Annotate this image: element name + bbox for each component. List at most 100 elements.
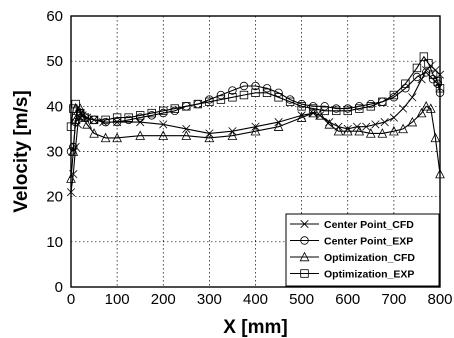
x-tick-label: 600 xyxy=(335,291,360,308)
data-point xyxy=(204,132,215,143)
x-tick-label: 500 xyxy=(289,291,314,308)
tick-labels: 0 100 200 300 400 500 600 700 800 0 10 20 30 40 50 60 xyxy=(46,8,452,308)
data-point xyxy=(425,103,436,113)
data-point xyxy=(412,63,422,73)
data-point xyxy=(135,130,146,140)
data-point xyxy=(297,102,306,111)
data-point xyxy=(112,113,122,122)
data-point xyxy=(216,90,226,100)
data-point xyxy=(262,88,272,97)
data-point xyxy=(424,59,433,68)
data-point xyxy=(285,97,295,107)
data-point xyxy=(89,128,99,138)
legend-marker xyxy=(299,251,310,262)
y-tick-label: 10 xyxy=(46,234,63,251)
data-point xyxy=(80,113,90,122)
data-point xyxy=(398,123,408,134)
data-point xyxy=(159,106,168,116)
data-point xyxy=(408,93,417,102)
data-point xyxy=(342,125,353,136)
data-point xyxy=(73,105,83,116)
data-point xyxy=(421,101,432,111)
data-point xyxy=(362,122,371,131)
data-point xyxy=(380,118,389,127)
data-point xyxy=(355,104,364,113)
legend-marker xyxy=(300,269,309,278)
data-point xyxy=(320,102,329,111)
data-point xyxy=(239,90,249,100)
data-point xyxy=(228,86,237,95)
data-point xyxy=(228,93,237,102)
data-point xyxy=(262,84,272,93)
data-point xyxy=(76,108,85,118)
data-point xyxy=(401,79,410,88)
y-axis-title: Velocity [m/s] xyxy=(11,90,32,213)
data-point xyxy=(250,125,261,136)
series-line xyxy=(70,71,441,152)
data-point xyxy=(205,97,214,107)
data-point xyxy=(136,118,145,127)
data-point xyxy=(308,104,318,113)
x-tick-label: 400 xyxy=(243,291,268,308)
data-point xyxy=(428,70,438,79)
data-point xyxy=(82,119,92,129)
x-tick-label: 200 xyxy=(151,291,176,308)
legend-item: Center Point_CFD xyxy=(290,219,414,231)
legend-marker xyxy=(300,219,309,229)
plot-frame xyxy=(70,15,441,288)
grid xyxy=(71,16,440,287)
data-point xyxy=(158,130,169,140)
legend-marker xyxy=(300,236,309,245)
data-point xyxy=(389,125,399,136)
legend-item: Center Point_EXP xyxy=(290,236,413,248)
data-point xyxy=(159,120,168,129)
data-point xyxy=(371,120,380,129)
data-point xyxy=(101,115,110,125)
data-point xyxy=(320,106,329,116)
legend-item: Optimization_CFD xyxy=(290,251,415,264)
data-point xyxy=(100,132,111,143)
y-tick-label: 20 xyxy=(46,189,63,206)
data-point xyxy=(296,112,307,122)
data-point xyxy=(354,125,365,136)
data-point xyxy=(251,88,260,97)
data-point xyxy=(251,81,260,91)
legend-item: Optimization_EXP xyxy=(290,269,414,281)
data-point xyxy=(343,106,352,116)
y-tick-label: 30 xyxy=(46,144,63,161)
y-tick-label: 60 xyxy=(46,8,63,25)
data-point xyxy=(182,102,191,111)
data-point xyxy=(366,102,376,111)
x-tick-label: 300 xyxy=(197,291,222,308)
data-point xyxy=(412,72,422,82)
y-tick-label: 0 xyxy=(55,279,63,296)
data-point xyxy=(315,110,325,120)
series-line xyxy=(70,105,441,179)
data-point xyxy=(419,52,429,61)
data-point xyxy=(181,130,192,140)
series-4 xyxy=(66,52,445,131)
data-point xyxy=(274,88,283,97)
y-tick-label: 50 xyxy=(46,53,63,70)
data-point xyxy=(77,110,88,120)
data-point xyxy=(112,132,122,143)
data-point xyxy=(274,93,283,102)
data-point xyxy=(227,130,238,140)
legend: Center Point_CFD Center Point_EXP Optimiza… xyxy=(285,213,440,287)
data-point xyxy=(416,107,427,118)
data-point xyxy=(124,113,133,122)
data-point xyxy=(389,113,398,122)
legend-label: Optimization_CFD xyxy=(324,252,415,264)
data-point xyxy=(407,116,418,127)
legend-label: Center Point_CFD xyxy=(324,219,414,231)
data-point xyxy=(170,104,179,113)
legend-label: Optimization_EXP xyxy=(324,269,414,281)
x-axis-title: X [mm] xyxy=(223,317,287,338)
data-point xyxy=(430,132,441,143)
series-3 xyxy=(66,101,445,183)
x-tick-label: 700 xyxy=(381,291,406,308)
data-point xyxy=(389,90,399,100)
data-point xyxy=(69,104,78,113)
x-tick-label: 800 xyxy=(427,291,452,308)
data-point xyxy=(193,99,203,109)
